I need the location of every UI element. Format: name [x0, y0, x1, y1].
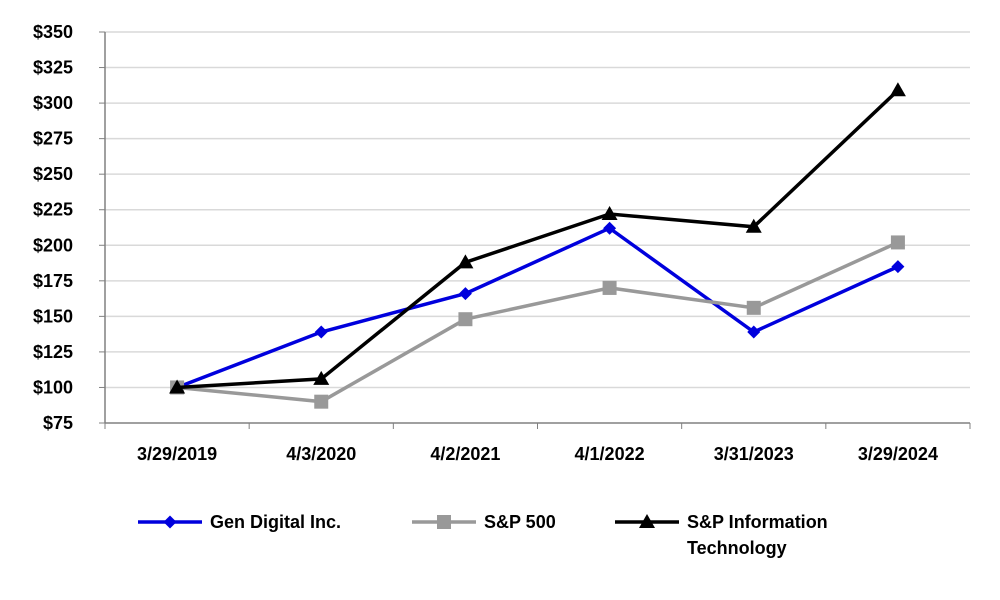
legend-item-2: S&P Information Technology [615, 512, 828, 558]
data-point-diamond [163, 515, 177, 529]
data-point-triangle [457, 254, 474, 269]
legend: Gen Digital Inc. S&P 500 S&P Information Te… [138, 512, 828, 558]
data-point-diamond [891, 260, 905, 274]
y-tick-label: $100 [33, 377, 73, 397]
series-0 [170, 221, 905, 394]
data-point-triangle [889, 82, 906, 97]
y-tick-label: $250 [33, 164, 73, 184]
series-line [176, 240, 899, 404]
data-point-triangle [601, 205, 618, 220]
data-point-square [746, 300, 761, 315]
data-point-diamond [458, 287, 472, 301]
axis-layer [99, 31, 971, 429]
y-tick-label: $75 [43, 413, 73, 433]
legend-label: Gen Digital Inc. [210, 512, 341, 532]
data-point-square [602, 280, 617, 295]
data-point-square [314, 394, 329, 409]
y-tick-label: $225 [33, 200, 73, 220]
series-layer [169, 82, 906, 409]
legend-item-1: S&P 500 [412, 512, 556, 532]
legend-label: S&P 500 [484, 512, 556, 532]
legend-label: Technology [687, 538, 787, 558]
data-point-triangle [745, 218, 762, 233]
x-tick-label: 4/1/2022 [575, 444, 645, 464]
y-tick-labels: $75 $100 $125 $150 $175 $200 $225 $250 $275 $300 $… [33, 22, 73, 433]
x-tick-label: 3/31/2023 [714, 444, 794, 464]
data-point-triangle [639, 514, 655, 528]
y-tick-label: $200 [33, 235, 73, 255]
y-tick-label: $350 [33, 22, 73, 42]
y-tick-label: $325 [33, 58, 73, 78]
y-tick-label: $150 [33, 306, 73, 326]
data-point-diamond [314, 325, 328, 339]
grid-layer [105, 31, 970, 389]
legend-label: S&P Information [687, 512, 828, 532]
legend-item-0: Gen Digital Inc. [138, 512, 341, 532]
y-tick-label: $275 [33, 129, 73, 149]
data-point-diamond [747, 325, 761, 339]
series-line [176, 89, 900, 390]
series-2 [169, 82, 906, 394]
data-point-diamond [603, 221, 617, 235]
x-tick-label: 3/29/2024 [858, 444, 938, 464]
y-tick-label: $125 [33, 342, 73, 362]
series-line [176, 226, 899, 390]
y-tick-label: $300 [33, 93, 73, 113]
data-point-triangle [313, 370, 330, 385]
x-tick-label: 4/3/2020 [286, 444, 356, 464]
data-point-square [437, 515, 451, 529]
data-point-triangle [169, 379, 186, 394]
data-point-square [458, 312, 473, 327]
y-tick-label: $175 [33, 271, 73, 291]
x-tick-labels: 3/29/2019 4/3/2020 4/2/2021 4/1/2022 3/31/20… [137, 444, 938, 464]
series-1 [170, 235, 905, 409]
x-tick-label: 3/29/2019 [137, 444, 217, 464]
data-point-square [890, 235, 905, 250]
x-tick-label: 4/2/2021 [430, 444, 500, 464]
